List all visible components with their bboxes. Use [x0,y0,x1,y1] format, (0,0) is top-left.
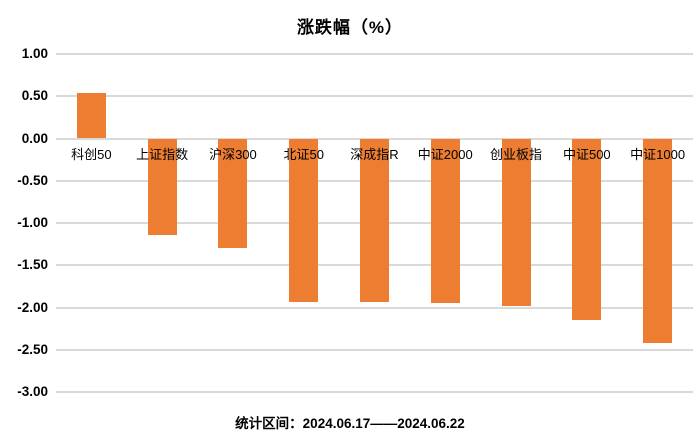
bar [289,138,319,302]
y-axis-tick-label: -0.50 [17,172,48,188]
y-axis-tick-label: -2.00 [17,299,48,315]
bar [360,138,389,303]
x-axis-category-label: 科创50 [71,146,112,162]
gridline [56,306,693,309]
x-axis-category-label: 中证500 [562,146,611,162]
bar [430,138,460,304]
chart-caption: 统计区间：2024.06.17——2024.06.22 [235,416,465,431]
y-axis-tick-label: 1.00 [21,46,48,61]
gridline [56,95,693,98]
gridline [56,53,693,55]
chart-title: 涨跌幅（%） [296,18,404,37]
bar [76,92,106,139]
x-axis-category-label: 沪深300 [209,146,257,162]
x-axis-category-label: 上证指数 [136,146,189,162]
y-axis-tick-label: -2.50 [17,341,48,357]
y-axis-tick-label: -1.50 [17,257,48,273]
bar [147,138,177,235]
y-axis-tick-label: 0.50 [21,88,48,104]
x-axis-category-label: 北证50 [283,146,324,162]
gridline [56,348,693,351]
bar [572,138,602,321]
x-axis-category-label: 深成指R [350,146,399,162]
bar [643,138,673,343]
bar [501,138,531,306]
y-axis-tick-label: 0.00 [21,130,48,146]
x-axis-category-label: 中证2000 [417,146,473,162]
x-axis-category-label: 创业板指 [490,146,543,162]
y-axis-tick-label: -1.00 [17,215,48,230]
x-axis-category-label: 中证1000 [630,146,686,162]
plot-area: 科创50 上证指数 沪深300 北证50 深成指R 中证2000 创业板指 中证500 中证10… [56,53,693,393]
y-axis-tick-label: -3.00 [17,384,48,399]
gridline [56,391,693,393]
bar [218,138,248,249]
